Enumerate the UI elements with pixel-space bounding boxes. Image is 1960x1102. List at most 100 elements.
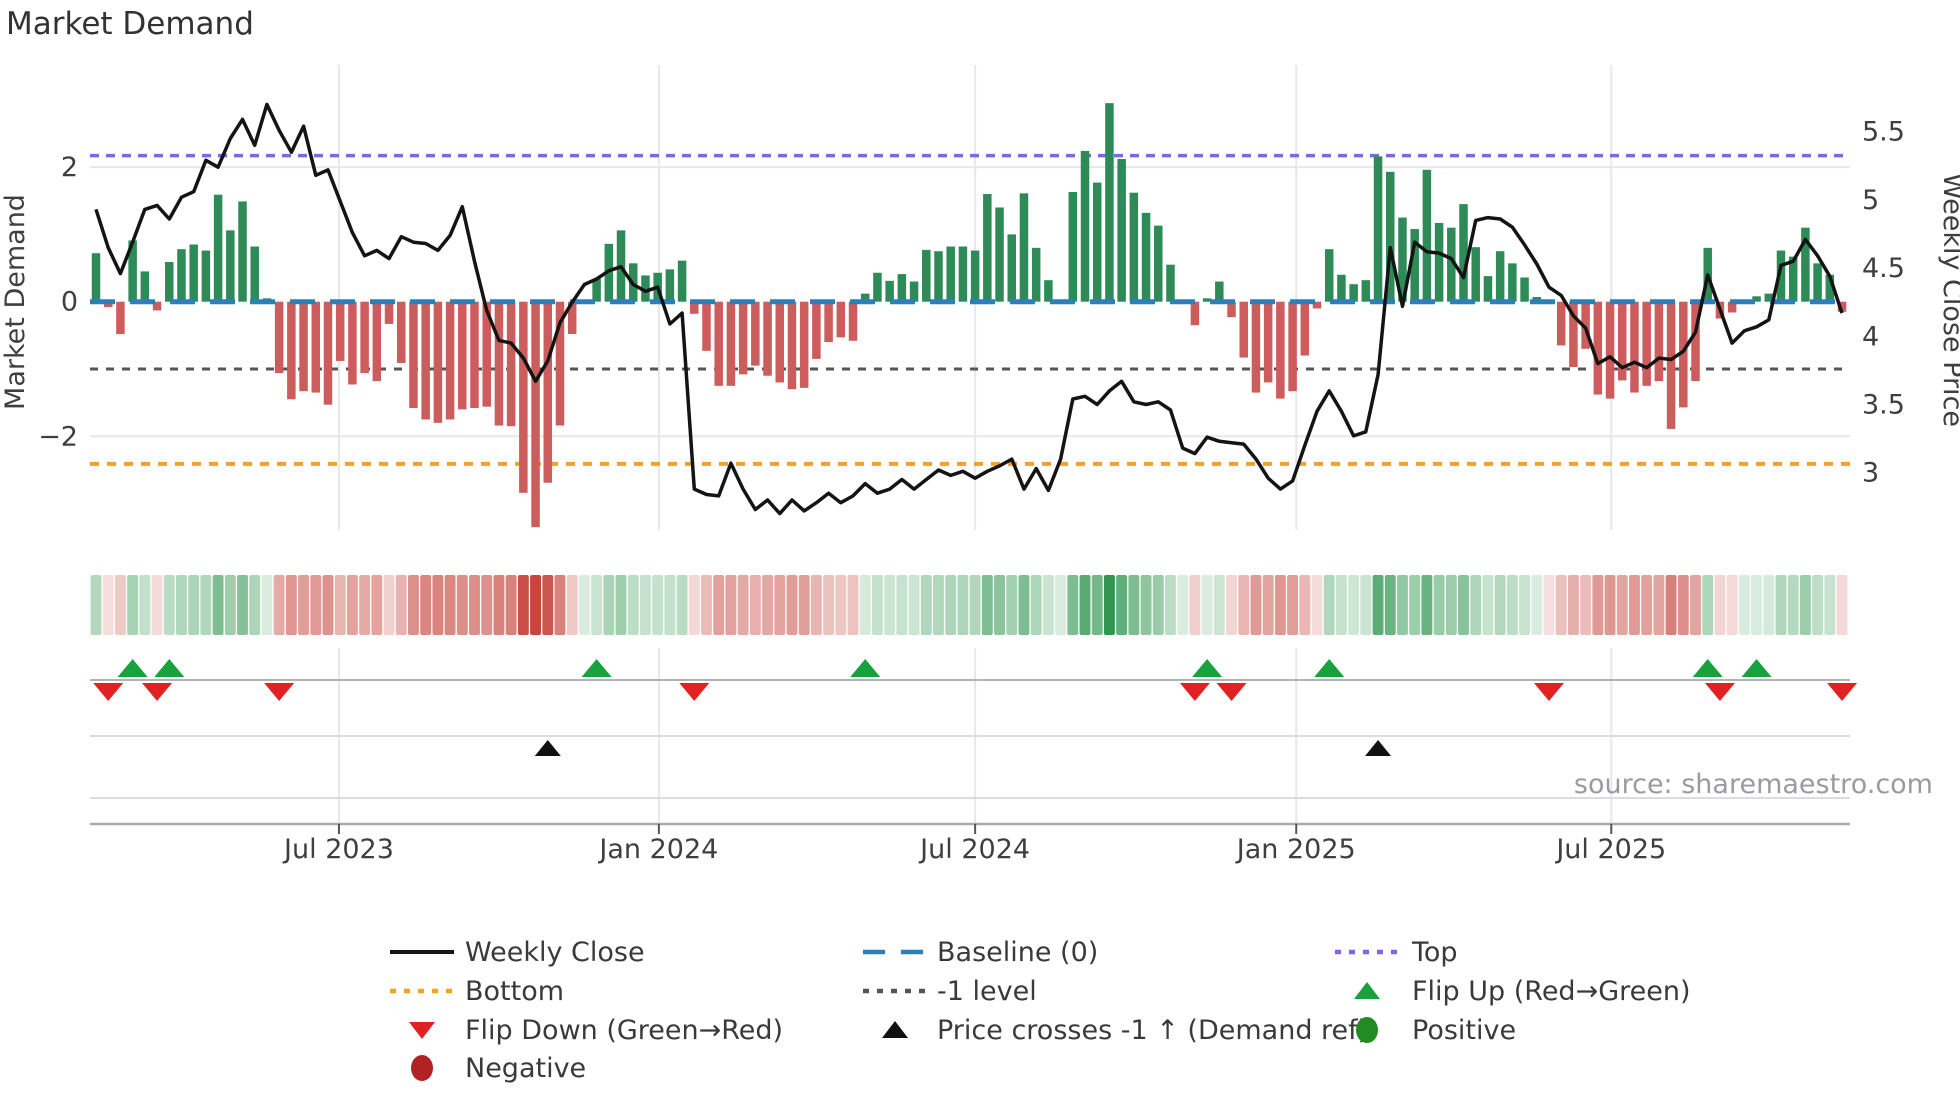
heatmap-cell [1629,575,1640,635]
heatmap-cell [566,575,578,635]
heatmap-cell [1079,575,1091,635]
heatmap-cell [200,575,212,635]
heatmap-cell [346,575,358,635]
demand-bar [922,249,931,302]
flip-down-marker [1704,683,1735,701]
demand-bar [103,301,113,308]
legend-swatch-triangle-up [882,1021,908,1038]
flip-up-marker [117,659,148,677]
heatmap-cell [1213,575,1225,635]
heatmap-cell [1531,575,1543,635]
demand-bar [1520,277,1529,302]
heatmap-cell [762,575,773,635]
demand-bar [1092,182,1102,302]
demand-bar [1679,301,1688,408]
heatmap-cell [1103,575,1115,635]
demand-bar [1630,301,1639,393]
flip-down-marker [264,683,295,701]
legend-label: Bottom [465,976,564,1007]
demand-bar [1727,301,1737,313]
right-tick-label: 5.5 [1862,117,1905,148]
heatmap-cell [578,575,590,635]
heatmap-cell [908,575,920,635]
heatmap-cell [615,575,627,635]
demand-bar [1251,301,1261,393]
heatmap-cell [1470,575,1482,635]
demand-bar [848,301,858,341]
demand-bar [885,280,894,302]
demand-bar [665,269,675,302]
heatmap-cell [1238,575,1250,635]
gridlines [90,65,1850,824]
heatmap-cell [237,575,248,635]
heatmap-cell [1116,575,1128,635]
demand-bar [1813,263,1822,302]
demand-bar [1031,247,1041,302]
heatmap-cell [1384,575,1396,635]
demand-bar [226,230,235,302]
demand-bar [1434,222,1444,302]
heatmap-cell [298,575,310,635]
demand-bar [970,250,980,302]
demand-bar [909,281,919,302]
heatmap-cell [1226,575,1237,635]
heatmap-cell [1738,575,1750,635]
legend-label: Positive [1412,1015,1516,1046]
heatmap-cell [261,575,273,635]
demand-bar [445,301,455,420]
heatmap-cell [1262,575,1274,635]
right-tick-label: 5 [1862,185,1879,216]
demand-bar [555,301,565,426]
demand-bar [91,253,101,302]
legend-swatch-circle [1356,1017,1378,1043]
demand-bar [506,301,516,427]
heatmap-cell [1018,575,1030,635]
legend-swatch-circle [411,1055,433,1081]
flip-up-marker [581,659,612,677]
heatmap-cell [444,575,456,635]
demand-bar [1373,156,1383,302]
demand-bar [213,194,223,302]
demand-bar [1410,229,1419,302]
heatmap-cell [334,575,346,635]
heatmap-cell [810,575,822,635]
demand-bar [1666,301,1676,429]
heatmap-cell [1653,575,1665,635]
legend-label: Top [1411,937,1458,968]
heatmap-cell [1348,575,1360,635]
demand-bar [567,301,577,335]
demand-bar [1239,301,1248,358]
heatmap-cell [774,575,786,635]
heatmap-cell [1409,575,1421,635]
heatmap-cell [933,575,944,635]
heatmap-cell [1360,575,1372,635]
heatmap-cell [1604,575,1616,635]
flip-down-marker [1533,683,1564,701]
demand-bar [287,301,296,400]
demand-bar [1495,251,1505,302]
x-tick-label: Jul 2025 [1554,834,1666,865]
heatmap-cell [1494,575,1506,635]
heatmap-cell [1335,575,1347,635]
heatmap-cell [1421,575,1433,635]
demand-bar [1202,298,1212,302]
heatmap-cell [371,575,383,635]
demand-bar [128,240,137,302]
heatmap-cell [1836,575,1848,635]
demand-bar [519,301,528,493]
demand-bar [1324,249,1334,302]
heatmap-cell [493,575,505,635]
demand-bar [873,272,882,302]
heatmap-cell [1641,575,1653,635]
flip-up-marker [1192,659,1223,677]
heatmap-cell [725,575,737,635]
demand-bar [494,301,504,426]
left-axis-label: Market Demand [0,194,31,410]
heatmap-cell [701,575,712,635]
heatmap-cell [1299,575,1311,635]
demand-bar [1105,103,1114,302]
demand-bar [482,301,491,407]
heatmap-cell [139,575,151,635]
heatmap-cell [359,575,371,635]
